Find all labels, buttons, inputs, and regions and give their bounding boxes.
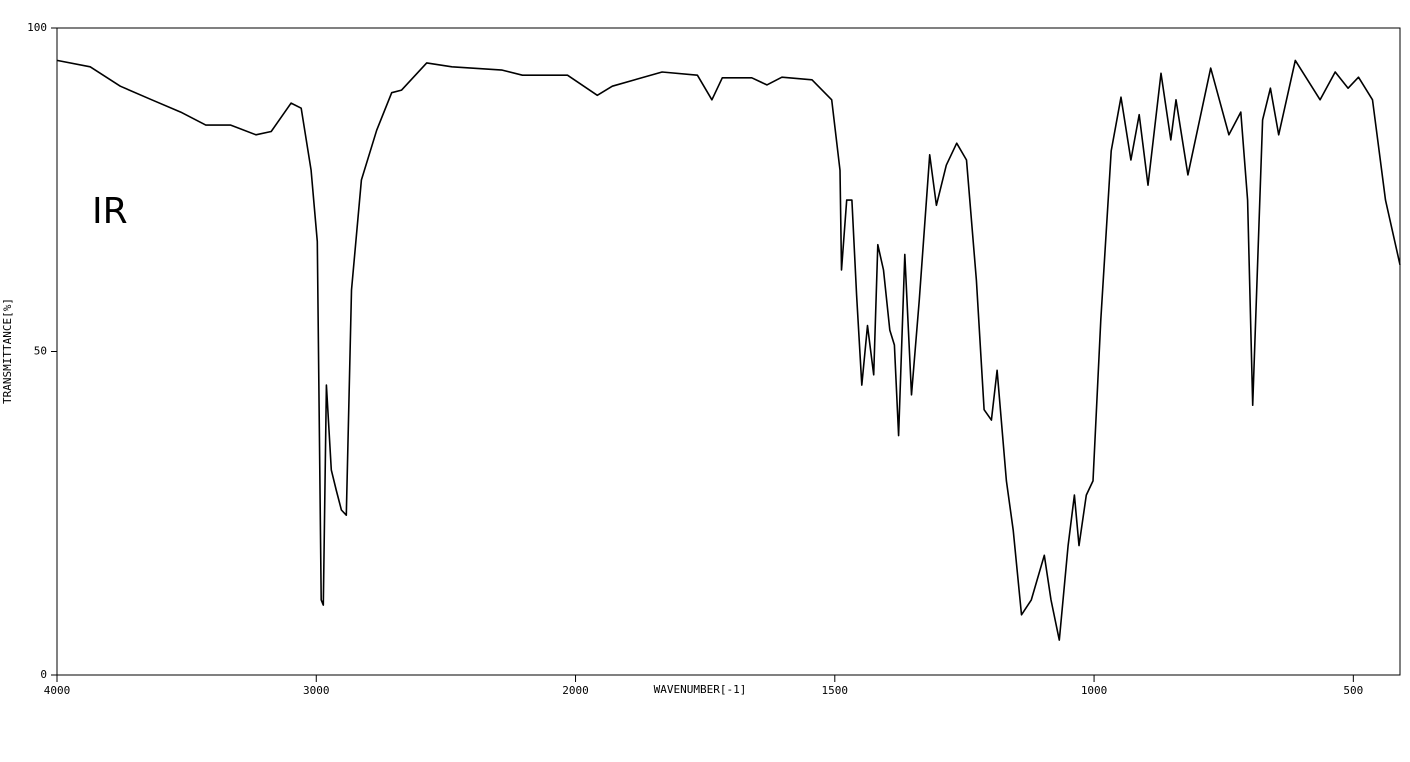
y-tick-label: 0 [40, 668, 47, 681]
spectrum-line [56, 59, 1401, 641]
annotation: IR [92, 191, 128, 232]
x-tick-label: 1000 [1081, 684, 1108, 697]
y-tick-label: 50 [34, 345, 47, 358]
x-tick-label: 500 [1343, 684, 1363, 697]
x-tick-label: 2000 [562, 684, 589, 697]
x-axis-label: WAVENUMBER[-1] [654, 683, 747, 696]
x-tick-label: 1500 [822, 684, 849, 697]
y-tick-label: 100 [27, 21, 47, 34]
x-tick-label: 4000 [44, 684, 71, 697]
y-axis-label: TRANSMITTANCE[%] [1, 298, 14, 404]
x-tick-label: 3000 [303, 684, 330, 697]
